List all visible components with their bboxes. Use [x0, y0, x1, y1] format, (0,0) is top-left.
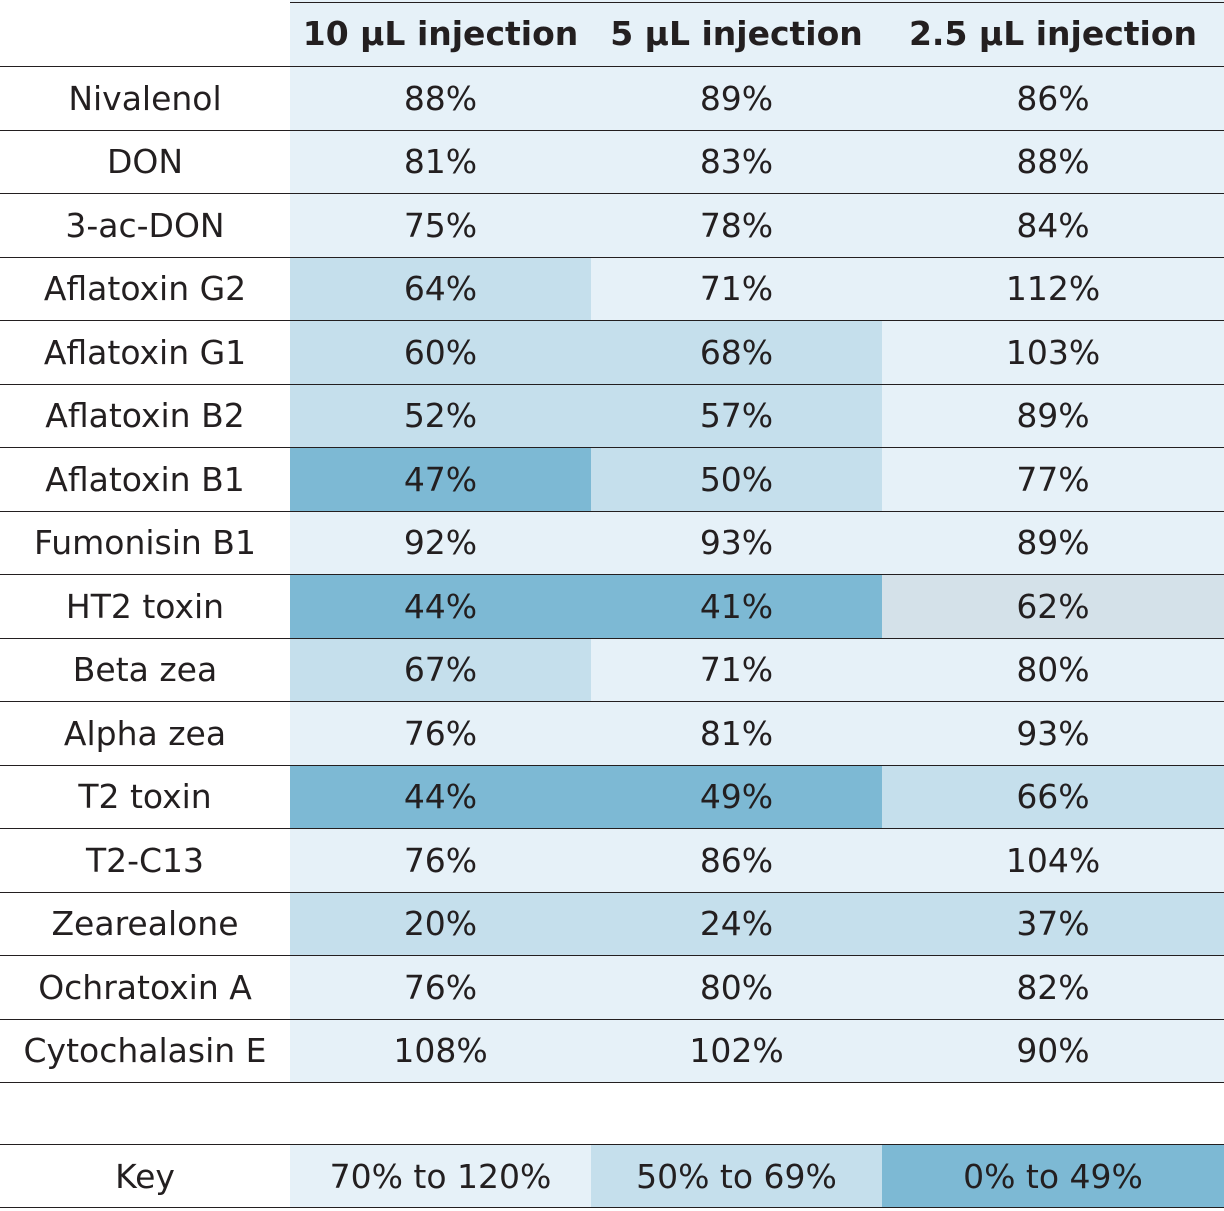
- row-label: Aflatoxin B2: [0, 384, 290, 447]
- value-cell: 93%: [591, 511, 882, 574]
- value-cell: 108%: [290, 1019, 591, 1082]
- table-row: DON 81% 83% 88%: [0, 130, 1224, 194]
- header-2-5ul: 2.5 µL injection: [882, 0, 1224, 66]
- value-cell: 50%: [591, 448, 882, 511]
- value-cell: 83%: [591, 130, 882, 193]
- value-cell: 68%: [591, 321, 882, 384]
- value-cell: 76%: [290, 702, 591, 765]
- table-row: Aflatoxin B1 47% 50% 77%: [0, 448, 1224, 512]
- value-cell: 103%: [882, 321, 1224, 384]
- table-row: Zearealone 20% 24% 37%: [0, 892, 1224, 956]
- row-label: Zearealone: [0, 892, 290, 955]
- table-row: Ochratoxin A 76% 80% 82%: [0, 956, 1224, 1020]
- row-label: HT2 toxin: [0, 575, 290, 638]
- value-cell: 84%: [882, 194, 1224, 257]
- value-cell: 80%: [591, 956, 882, 1019]
- value-cell: 104%: [882, 829, 1224, 892]
- table-row: Cytochalasin E 108% 102% 90%: [0, 1019, 1224, 1083]
- value-cell: 89%: [882, 511, 1224, 574]
- recovery-table: 10 µL injection 5 µL injection 2.5 µL in…: [0, 0, 1224, 1083]
- value-cell: 78%: [591, 194, 882, 257]
- header-blank-cell: [0, 0, 290, 66]
- key-entry-low: 0% to 49%: [882, 1145, 1224, 1207]
- value-cell: 20%: [290, 892, 591, 955]
- table-row: 3-ac-DON 75% 78% 84%: [0, 194, 1224, 258]
- value-cell: 90%: [882, 1019, 1224, 1082]
- value-cell: 89%: [882, 384, 1224, 447]
- value-cell: 60%: [290, 321, 591, 384]
- value-cell: 80%: [882, 638, 1224, 701]
- value-cell: 86%: [882, 67, 1224, 130]
- value-cell: 67%: [290, 638, 591, 701]
- table-body: Nivalenol 88% 89% 86% DON 81% 83% 88% 3-ac-DON 75…: [0, 67, 1224, 1083]
- row-label: Aflatoxin B1: [0, 448, 290, 511]
- row-label: T2-C13: [0, 829, 290, 892]
- value-cell: 75%: [290, 194, 591, 257]
- value-cell: 37%: [882, 892, 1224, 955]
- header-10ul: 10 µL injection: [290, 0, 591, 66]
- key-entry-mid: 50% to 69%: [591, 1145, 882, 1207]
- value-cell: 92%: [290, 511, 591, 574]
- color-key-row: Key 70% to 120% 50% to 69% 0% to 49%: [0, 1144, 1224, 1208]
- table-header-row: 10 µL injection 5 µL injection 2.5 µL in…: [0, 0, 1224, 67]
- value-cell: 88%: [290, 67, 591, 130]
- key-entry-high: 70% to 120%: [290, 1145, 591, 1207]
- value-cell: 102%: [591, 1019, 882, 1082]
- value-cell: 41%: [591, 575, 882, 638]
- header-5ul: 5 µL injection: [591, 0, 882, 66]
- value-cell: 71%: [591, 638, 882, 701]
- table-row: Aflatoxin B2 52% 57% 89%: [0, 384, 1224, 448]
- value-cell: 112%: [882, 257, 1224, 320]
- value-cell: 52%: [290, 384, 591, 447]
- table-row: Beta zea 67% 71% 80%: [0, 638, 1224, 702]
- row-label: Beta zea: [0, 638, 290, 701]
- value-cell: 89%: [591, 67, 882, 130]
- row-label: Nivalenol: [0, 67, 290, 130]
- row-label: Fumonisin B1: [0, 511, 290, 574]
- table-row: Fumonisin B1 92% 93% 89%: [0, 511, 1224, 575]
- value-cell: 88%: [882, 130, 1224, 193]
- row-label: Aflatoxin G1: [0, 321, 290, 384]
- value-cell: 44%: [290, 575, 591, 638]
- key-label: Key: [0, 1145, 290, 1207]
- value-cell: 76%: [290, 829, 591, 892]
- table-row: HT2 toxin 44% 41% 62%: [0, 575, 1224, 639]
- row-label: DON: [0, 130, 290, 193]
- value-cell: 57%: [591, 384, 882, 447]
- row-label: Ochratoxin A: [0, 956, 290, 1019]
- table-row: Nivalenol 88% 89% 86%: [0, 67, 1224, 131]
- value-cell: 44%: [290, 765, 591, 828]
- row-label: T2 toxin: [0, 765, 290, 828]
- table-row: Aflatoxin G1 60% 68% 103%: [0, 321, 1224, 385]
- value-cell: 86%: [591, 829, 882, 892]
- value-cell: 47%: [290, 448, 591, 511]
- value-cell: 81%: [591, 702, 882, 765]
- table-row: Aflatoxin G2 64% 71% 112%: [0, 257, 1224, 321]
- row-label: Cytochalasin E: [0, 1019, 290, 1082]
- value-cell: 71%: [591, 257, 882, 320]
- value-cell: 81%: [290, 130, 591, 193]
- value-cell: 62%: [882, 575, 1224, 638]
- row-label: 3-ac-DON: [0, 194, 290, 257]
- value-cell: 64%: [290, 257, 591, 320]
- value-cell: 93%: [882, 702, 1224, 765]
- value-cell: 66%: [882, 765, 1224, 828]
- table-row: T2-C13 76% 86% 104%: [0, 829, 1224, 893]
- table-row: Alpha zea 76% 81% 93%: [0, 702, 1224, 766]
- value-cell: 49%: [591, 765, 882, 828]
- header-top-border: [290, 2, 1224, 3]
- table-row: T2 toxin 44% 49% 66%: [0, 765, 1224, 829]
- value-cell: 77%: [882, 448, 1224, 511]
- value-cell: 76%: [290, 956, 591, 1019]
- value-cell: 24%: [591, 892, 882, 955]
- value-cell: 82%: [882, 956, 1224, 1019]
- row-label: Alpha zea: [0, 702, 290, 765]
- row-label: Aflatoxin G2: [0, 257, 290, 320]
